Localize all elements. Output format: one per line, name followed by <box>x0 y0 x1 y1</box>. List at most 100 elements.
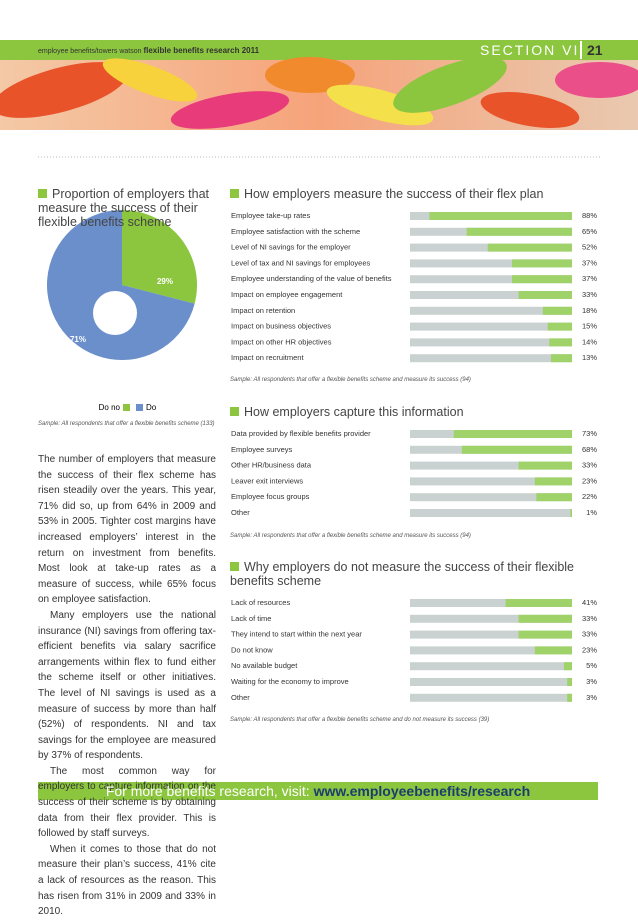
bar-label: Impact on employee engagement <box>231 290 343 299</box>
banner <box>0 57 638 130</box>
bar-label: Impact on retention <box>231 306 295 315</box>
bar-label: Impact on business objectives <box>231 322 331 331</box>
header-publication: employee benefits/towers watson flexible… <box>38 46 259 55</box>
bar <box>547 322 572 331</box>
bar-label: Employee satisfaction with the scheme <box>231 227 360 236</box>
footer-url: www.employeebenefits/research <box>313 783 531 799</box>
bar-value-label: 37% <box>582 274 597 283</box>
bar <box>505 599 572 607</box>
bar <box>567 678 572 686</box>
title-text: How employers measure the success of the… <box>244 187 544 201</box>
bar-label: Employee focus groups <box>231 492 310 501</box>
bar <box>453 430 572 438</box>
bar <box>466 227 572 236</box>
bar-label: Leaver exit interviews <box>231 476 303 485</box>
pie-note: Sample: All respondents that offer a fle… <box>38 421 215 427</box>
bar-track <box>410 477 572 486</box>
bar-label: They intend to start within the next yea… <box>231 630 362 639</box>
bar-track <box>410 275 572 284</box>
bar-label: Impact on recruitment <box>231 353 304 362</box>
title-icon <box>230 562 239 571</box>
bar-label: Do not know <box>231 645 273 654</box>
bar-track <box>410 646 572 655</box>
paragraph: When it comes to those that do not measu… <box>38 843 216 918</box>
paragraph: Many employers use the national insuranc… <box>38 609 216 762</box>
bar-label: Level of NI savings for the employer <box>231 243 351 252</box>
paragraph: The most common way for employers to cap… <box>38 765 216 840</box>
footer-bar <box>38 782 598 800</box>
bar-track <box>410 693 572 702</box>
bar-track <box>410 306 572 315</box>
pie-slice <box>122 210 198 304</box>
bar-track <box>410 259 572 268</box>
bar <box>534 646 572 655</box>
bar-label: Other HR/business data <box>231 461 312 470</box>
pie-title: Proportion of employers that measure the… <box>38 187 218 229</box>
bar-track <box>410 599 572 607</box>
chart-note: Sample: All respondents that offer a fle… <box>230 377 471 383</box>
bar-value-label: 52% <box>582 243 597 252</box>
bar <box>512 275 572 284</box>
bar-value-label: 73% <box>582 429 597 438</box>
paragraph: The number of employers that measure the… <box>38 454 216 606</box>
bar <box>567 693 572 702</box>
bar <box>563 662 572 671</box>
bar-track <box>410 614 572 623</box>
bar <box>549 338 572 347</box>
bar <box>429 212 572 220</box>
bar-value-label: 33% <box>582 461 597 470</box>
bar <box>570 509 572 517</box>
body-text: The number of employers that measure the… <box>38 452 216 920</box>
bar-value-label: 23% <box>582 476 597 485</box>
legend-label: Do <box>146 403 157 412</box>
bar-label: Impact on other HR objectives <box>231 337 332 346</box>
pie-value-label: 29% <box>157 277 173 286</box>
bar-value-label: 41% <box>582 598 597 607</box>
graphics: 29% 71% Do no Do Employee take-up rates 88% Em… <box>0 40 638 800</box>
bar-label: Lack of resources <box>231 598 290 607</box>
legend-label: Do no <box>99 403 121 412</box>
page-number: 21 <box>587 42 603 58</box>
bar <box>461 445 572 454</box>
bar <box>536 493 572 502</box>
bar-value-label: 33% <box>582 614 597 623</box>
bar-value-label: 37% <box>582 258 597 267</box>
bar-track <box>410 322 572 331</box>
bar <box>550 354 572 363</box>
bar <box>512 259 572 268</box>
header-sep <box>580 41 582 59</box>
pie-slice <box>47 210 195 361</box>
bar-value-label: 5% <box>586 661 597 670</box>
bar-track <box>410 509 572 517</box>
bar-label: Employee understanding of the value of b… <box>231 274 392 283</box>
pie-value-label: 71% <box>70 335 86 344</box>
bar <box>487 243 572 252</box>
bar-label: Waiting for the economy to improve <box>231 677 349 686</box>
bar-value-label: 33% <box>582 630 597 639</box>
bar-value-label: 3% <box>586 677 597 686</box>
bar-value-label: 15% <box>582 322 597 331</box>
bar-value-label: 13% <box>582 353 597 362</box>
bar-track <box>410 461 572 470</box>
bar-value-label: 68% <box>582 445 597 454</box>
bar-value-label: 33% <box>582 290 597 299</box>
bar-value-label: 18% <box>582 306 597 315</box>
pie-hole <box>93 291 137 335</box>
bar-value-label: 88% <box>582 211 597 220</box>
bar <box>518 614 572 623</box>
title-text: Why employers do not measure the success… <box>230 560 575 588</box>
bar-label: Level of tax and NI savings for employee… <box>231 258 370 267</box>
chart-title: Why employers do not measure the success… <box>230 560 600 588</box>
chart-title: How employers capture this information <box>230 405 600 419</box>
chart-note: Sample: All respondents that offer a fle… <box>230 533 471 539</box>
bar-track <box>410 630 572 639</box>
page: 29% 71% Do no Do Employee take-up rates 88% Em… <box>0 40 638 918</box>
chart-note: Sample: All respondents that offer a fle… <box>230 717 490 723</box>
bar <box>518 461 572 470</box>
bar-value-label: 22% <box>582 492 597 501</box>
header-bar <box>0 40 638 60</box>
bar <box>534 477 572 486</box>
title-icon <box>230 189 239 198</box>
footer-text: For more benefits research, visit: <box>105 783 310 799</box>
bar-label: Other <box>231 693 250 702</box>
